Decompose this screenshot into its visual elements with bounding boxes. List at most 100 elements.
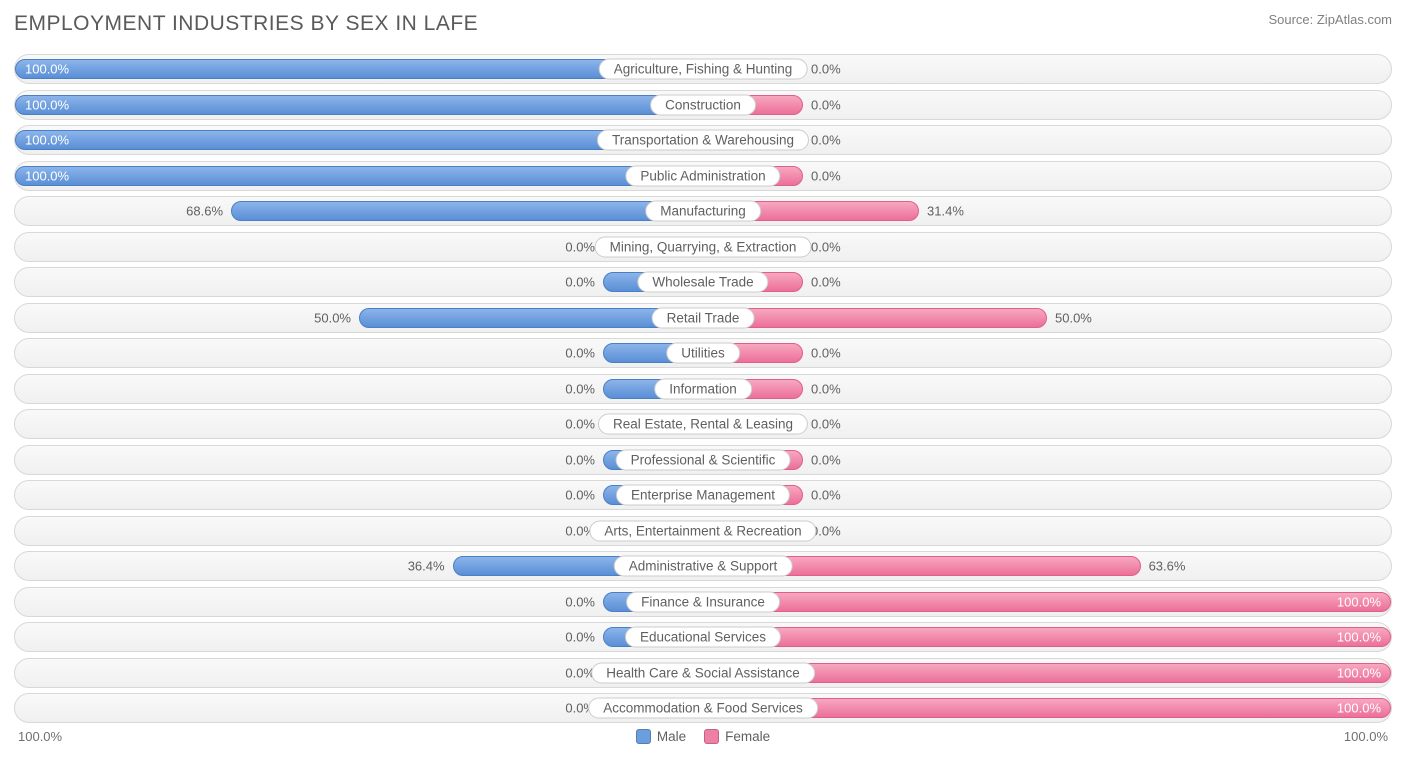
chart-row: 0.0% 0.0% Enterprise Management bbox=[14, 480, 1392, 510]
male-value-label: 0.0% bbox=[565, 630, 595, 645]
legend-item-male: Male bbox=[636, 729, 686, 744]
female-half: 0.0% bbox=[703, 162, 1391, 190]
female-value-label: 0.0% bbox=[811, 239, 841, 254]
male-value-label: 0.0% bbox=[565, 381, 595, 396]
legend-male-label: Male bbox=[657, 729, 686, 744]
male-value-label: 100.0% bbox=[25, 62, 69, 77]
category-pill: Wholesale Trade bbox=[637, 272, 768, 293]
female-half: 63.6% bbox=[703, 552, 1391, 580]
legend-female-label: Female bbox=[725, 729, 770, 744]
female-value-label: 31.4% bbox=[927, 204, 964, 219]
category-pill: Agriculture, Fishing & Hunting bbox=[599, 59, 808, 80]
chart-row: 0.0% 0.0%Real Estate, Rental & Leasing bbox=[14, 409, 1392, 439]
male-half: 0.0% bbox=[15, 588, 703, 616]
male-half: 100.0% bbox=[15, 162, 703, 190]
male-value-label: 0.0% bbox=[565, 346, 595, 361]
female-value-label: 0.0% bbox=[811, 133, 841, 148]
male-half: 100.0% bbox=[15, 91, 703, 119]
chart-row: 0.0%0.0%Arts, Entertainment & Recreation bbox=[14, 516, 1392, 546]
male-value-label: 0.0% bbox=[565, 275, 595, 290]
category-pill: Educational Services bbox=[625, 627, 781, 648]
male-bar bbox=[231, 201, 703, 221]
male-value-label: 0.0% bbox=[565, 239, 595, 254]
category-pill: Manufacturing bbox=[645, 201, 761, 222]
female-value-label: 0.0% bbox=[811, 381, 841, 396]
category-pill: Construction bbox=[650, 94, 756, 115]
male-value-label: 0.0% bbox=[565, 452, 595, 467]
chart-row: 0.0% 0.0%Mining, Quarrying, & Extraction bbox=[14, 232, 1392, 262]
male-value-label: 0.0% bbox=[565, 417, 595, 432]
male-half: 0.0% bbox=[15, 375, 703, 403]
legend-item-female: Female bbox=[704, 729, 770, 744]
chart-row: 0.0% 100.0% Finance & Insurance bbox=[14, 587, 1392, 617]
female-value-label: 50.0% bbox=[1055, 310, 1092, 325]
female-bar bbox=[703, 308, 1047, 328]
axis-left-label: 100.0% bbox=[18, 729, 62, 744]
chart-row: 100.0% 0.0% Public Administration bbox=[14, 161, 1392, 191]
category-pill: Health Care & Social Assistance bbox=[591, 662, 815, 683]
chart-title: EMPLOYMENT INDUSTRIES BY SEX IN LAFE bbox=[14, 12, 478, 36]
category-pill: Information bbox=[654, 378, 752, 399]
category-pill: Transportation & Warehousing bbox=[597, 130, 809, 151]
chart-row: 100.0% 0.0%Transportation & Warehousing bbox=[14, 125, 1392, 155]
female-half: 0.0% bbox=[703, 268, 1391, 296]
female-bar bbox=[703, 592, 1391, 612]
chart-row: 36.4%63.6%Administrative & Support bbox=[14, 551, 1392, 581]
category-pill: Accommodation & Food Services bbox=[588, 698, 818, 719]
chart-row: 0.0% 0.0% Wholesale Trade bbox=[14, 267, 1392, 297]
category-pill: Professional & Scientific bbox=[616, 449, 791, 470]
female-value-label: 100.0% bbox=[1337, 594, 1381, 609]
male-bar bbox=[15, 95, 703, 115]
chart-row: 0.0%100.0%Accommodation & Food Services bbox=[14, 693, 1392, 723]
chart-row: 0.0% 0.0% Information bbox=[14, 374, 1392, 404]
female-half: 0.0% bbox=[703, 481, 1391, 509]
chart-row: 50.0% 50.0% Retail Trade bbox=[14, 303, 1392, 333]
male-half: 0.0% bbox=[15, 623, 703, 651]
female-value-label: 0.0% bbox=[811, 62, 841, 77]
chart-row: 0.0%100.0%Health Care & Social Assistanc… bbox=[14, 658, 1392, 688]
female-bar bbox=[703, 627, 1391, 647]
female-value-label: 63.6% bbox=[1149, 559, 1186, 574]
category-pill: Mining, Quarrying, & Extraction bbox=[595, 236, 812, 257]
male-value-label: 100.0% bbox=[25, 168, 69, 183]
male-value-label: 0.0% bbox=[565, 594, 595, 609]
female-swatch-icon bbox=[704, 729, 719, 744]
category-pill: Enterprise Management bbox=[616, 485, 790, 506]
female-half: 31.4% bbox=[703, 197, 1391, 225]
male-value-label: 0.0% bbox=[565, 488, 595, 503]
female-value-label: 0.0% bbox=[811, 168, 841, 183]
female-value-label: 100.0% bbox=[1337, 665, 1381, 680]
category-pill: Retail Trade bbox=[652, 307, 755, 328]
male-half: 0.0% bbox=[15, 339, 703, 367]
chart-row: 0.0% 0.0% Professional & Scientific bbox=[14, 445, 1392, 475]
category-pill: Public Administration bbox=[625, 165, 780, 186]
chart-footer: 100.0% Male Female 100.0% bbox=[14, 729, 1392, 744]
chart-row: 0.0% 100.0% Educational Services bbox=[14, 622, 1392, 652]
male-value-label: 36.4% bbox=[408, 559, 445, 574]
male-half: 0.0% bbox=[15, 446, 703, 474]
female-value-label: 0.0% bbox=[811, 452, 841, 467]
legend: Male Female bbox=[636, 729, 770, 744]
male-half: 36.4% bbox=[15, 552, 703, 580]
female-half: 0.0% bbox=[703, 91, 1391, 119]
header: EMPLOYMENT INDUSTRIES BY SEX IN LAFE Sou… bbox=[14, 12, 1392, 36]
female-value-label: 0.0% bbox=[811, 417, 841, 432]
male-value-label: 100.0% bbox=[25, 133, 69, 148]
male-value-label: 50.0% bbox=[314, 310, 351, 325]
female-half: 100.0% bbox=[703, 623, 1391, 651]
female-value-label: 0.0% bbox=[811, 488, 841, 503]
male-swatch-icon bbox=[636, 729, 651, 744]
female-half: 0.0% bbox=[703, 446, 1391, 474]
female-half: 0.0% bbox=[703, 375, 1391, 403]
source-label: Source: ZipAtlas.com bbox=[1268, 12, 1392, 27]
female-value-label: 0.0% bbox=[811, 346, 841, 361]
category-pill: Finance & Insurance bbox=[626, 591, 780, 612]
axis-right-label: 100.0% bbox=[1344, 729, 1388, 744]
female-value-label: 0.0% bbox=[811, 97, 841, 112]
female-value-label: 100.0% bbox=[1337, 630, 1381, 645]
category-pill: Real Estate, Rental & Leasing bbox=[598, 414, 808, 435]
male-half: 0.0% bbox=[15, 268, 703, 296]
chart-row: 100.0% 0.0%Agriculture, Fishing & Hunting bbox=[14, 54, 1392, 84]
female-value-label: 0.0% bbox=[811, 275, 841, 290]
male-bar bbox=[15, 166, 703, 186]
